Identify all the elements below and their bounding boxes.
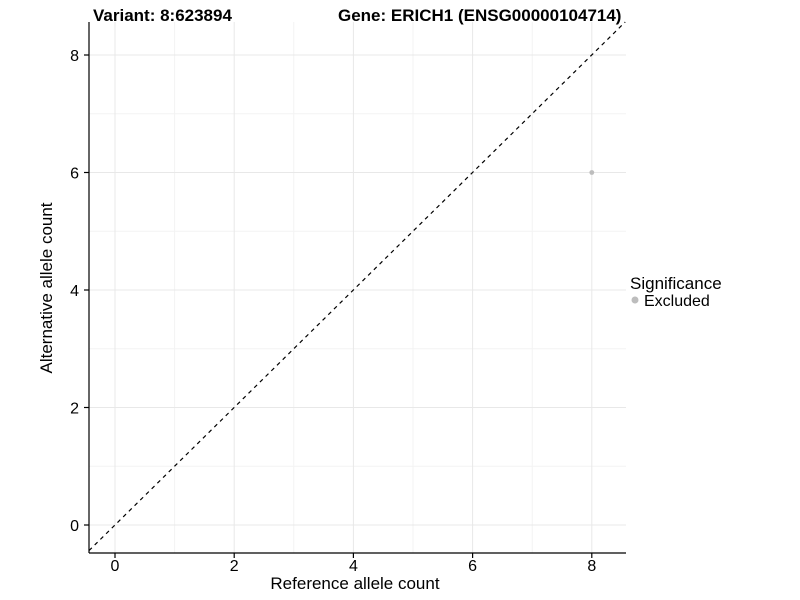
legend: Significance Excluded — [630, 274, 722, 310]
y-axis-title: Alternative allele count — [37, 202, 56, 373]
x-tick-label: 0 — [111, 558, 120, 575]
plot-title-variant: Variant: 8:623894 — [93, 6, 232, 25]
x-tick-label: 4 — [349, 558, 358, 575]
x-tick-labels: 0 2 4 6 8 — [111, 558, 597, 575]
grid-minor — [89, 22, 626, 553]
y-tick-label: 8 — [70, 48, 79, 65]
y-tick-label: 0 — [70, 518, 79, 535]
y-tick-labels: 0 2 4 6 8 — [70, 48, 79, 535]
data-point-excluded — [589, 170, 595, 175]
legend-marker-excluded-icon — [631, 296, 639, 304]
plot-panel — [89, 22, 626, 553]
y-tick-label: 2 — [70, 401, 79, 418]
x-tick-label: 6 — [468, 558, 477, 575]
axis-ticks — [84, 54, 593, 558]
y-tick-label: 6 — [70, 166, 79, 183]
x-tick-label: 8 — [587, 558, 596, 575]
grid-major — [89, 22, 626, 553]
legend-label-excluded: Excluded — [644, 293, 710, 310]
x-axis-title: Reference allele count — [270, 574, 439, 593]
axis-lines — [88, 22, 626, 554]
plot-title-gene: Gene: ERICH1 (ENSG00000104714) — [338, 6, 621, 25]
legend-title: Significance — [630, 274, 722, 293]
y-tick-label: 4 — [70, 283, 79, 300]
x-tick-label: 2 — [230, 558, 239, 575]
identity-reference-line — [88, 21, 626, 552]
